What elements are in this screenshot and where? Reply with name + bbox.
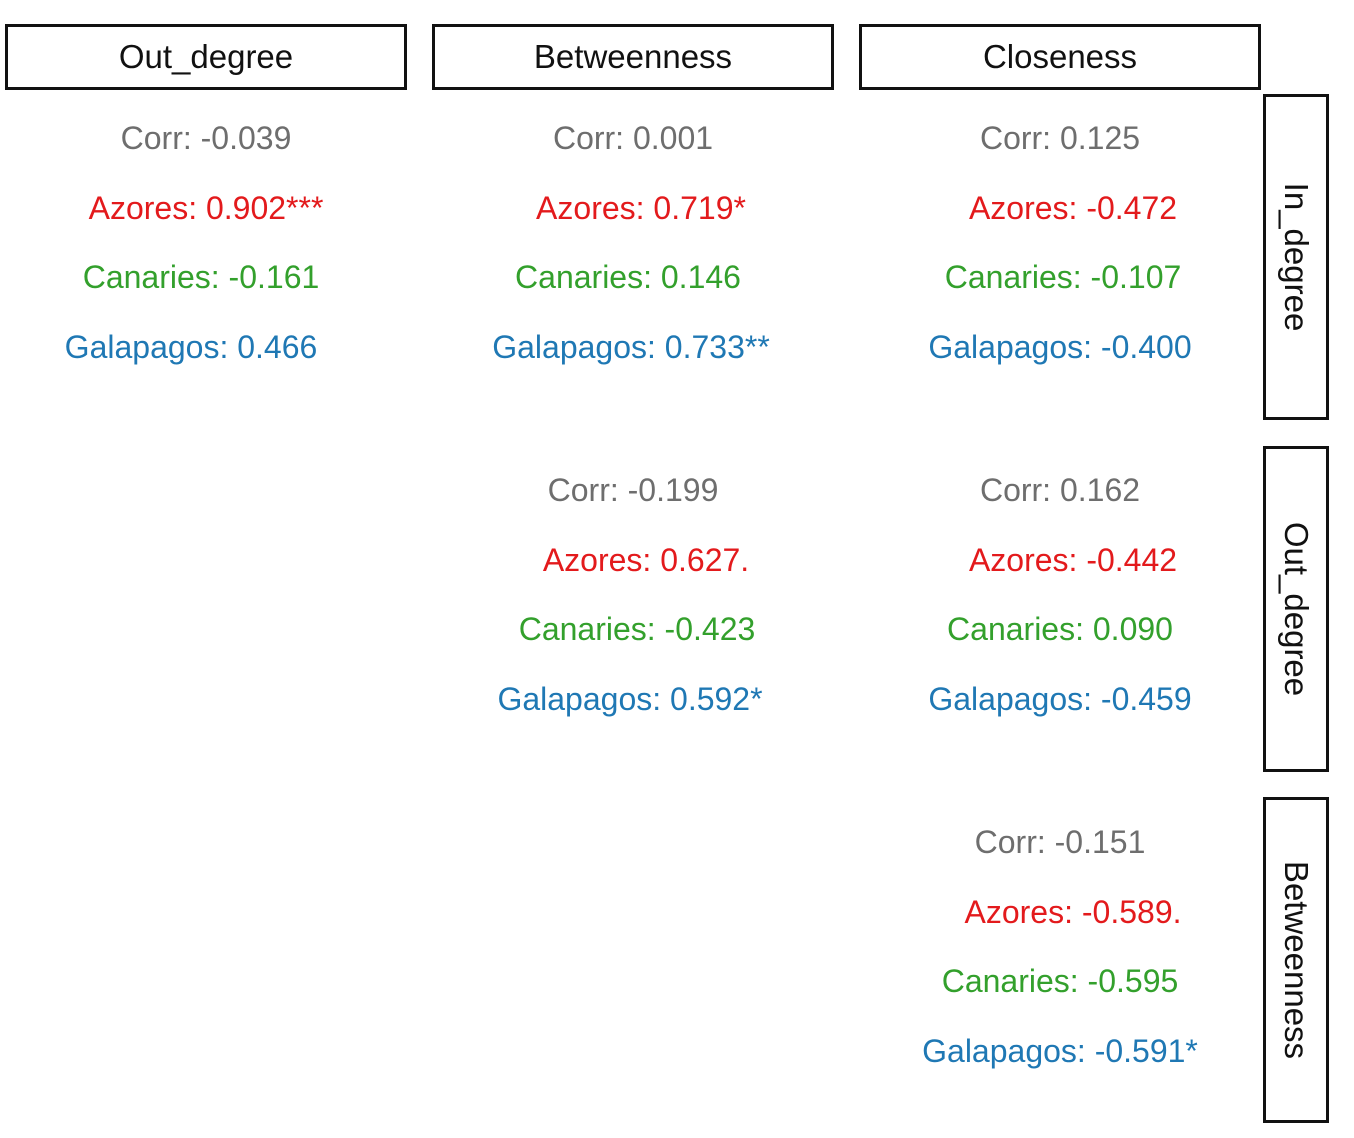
- corr-label-corr: Corr: -0.151: [974, 824, 1146, 860]
- column-header-closeness: Closeness: [859, 24, 1261, 90]
- corr-label-azores: Azores: 0.627.: [542, 541, 750, 578]
- corr-label-corr: Corr: 0.125: [979, 120, 1141, 156]
- corr-label-corr: Corr: -0.039: [120, 120, 292, 156]
- corr-label-galapagos: Galapagos: -0.459: [928, 681, 1192, 718]
- corr-label-azores: Azores: 0.719*: [536, 189, 746, 226]
- corr-label-azores: Azores: -0.472: [968, 189, 1178, 226]
- corr-label-corr: Corr: 0.162: [979, 472, 1141, 508]
- corr-label-canaries: Canaries: 0.146: [515, 259, 741, 296]
- column-header-label: Betweenness: [533, 38, 733, 75]
- corr-label-canaries: Canaries: -0.161: [82, 259, 320, 296]
- corr-label-corr: Corr: 0.001: [552, 120, 714, 156]
- column-header-label: Out_degree: [118, 38, 294, 75]
- corr-label-galapagos: Galapagos: 0.733**: [492, 329, 770, 366]
- corr-label-azores: Azores: -0.589.: [964, 893, 1182, 930]
- corr-label-galapagos: Galapagos: 0.466: [64, 329, 318, 366]
- column-header-betweenness: Betweenness: [432, 24, 834, 90]
- corr-label-corr: Corr: -0.199: [547, 472, 719, 508]
- row-header-in-degree: In_degree: [1263, 94, 1329, 420]
- row-header-out-degree: Out_degree: [1263, 446, 1329, 772]
- corr-label-galapagos: Galapagos: -0.591*: [922, 1033, 1198, 1070]
- corr-label-canaries: Canaries: -0.107: [944, 259, 1182, 296]
- corr-label-azores: Azores: -0.442: [968, 541, 1178, 578]
- column-header-label: Closeness: [982, 38, 1138, 75]
- row-header-betweenness: Betweenness: [1263, 797, 1329, 1123]
- row-header-label: Betweenness: [1278, 860, 1315, 1060]
- corr-label-canaries: Canaries: 0.090: [947, 611, 1173, 648]
- corr-label-canaries: Canaries: -0.423: [518, 611, 756, 648]
- row-header-label: Out_degree: [1278, 521, 1315, 697]
- row-header-label: In_degree: [1278, 182, 1315, 332]
- column-header-out-degree: Out_degree: [5, 24, 407, 90]
- corr-label-galapagos: Galapagos: 0.592*: [497, 681, 763, 718]
- corr-label-azores: Azores: 0.902***: [88, 189, 324, 226]
- corr-label-galapagos: Galapagos: -0.400: [928, 329, 1192, 366]
- corr-label-canaries: Canaries: -0.595: [941, 963, 1179, 1000]
